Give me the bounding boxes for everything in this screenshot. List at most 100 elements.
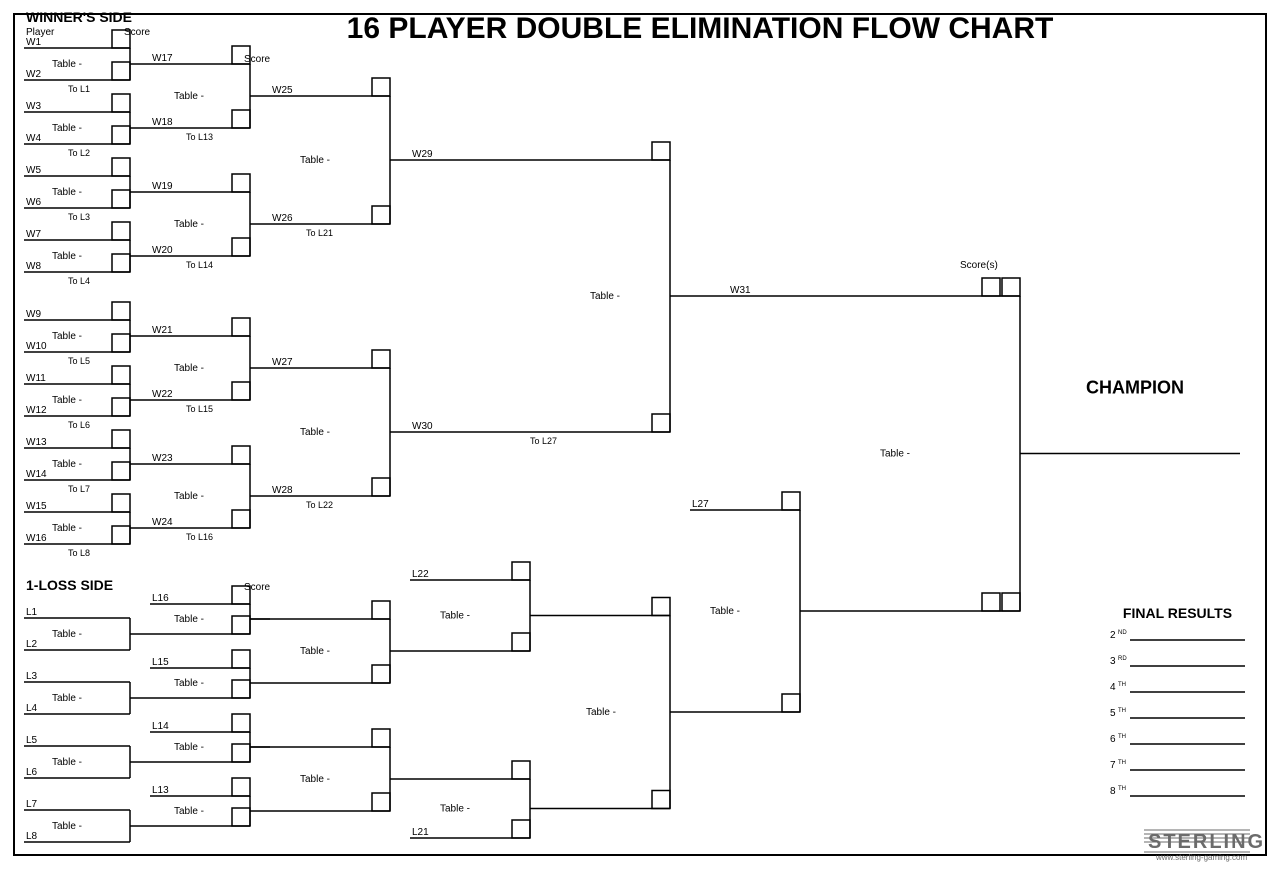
svg-text:Table -: Table - xyxy=(300,774,330,785)
svg-text:Table -: Table - xyxy=(590,291,620,302)
svg-text:Table -: Table - xyxy=(52,693,82,704)
svg-text:W15: W15 xyxy=(26,501,47,512)
svg-text:STERLING: STERLING xyxy=(1148,831,1265,853)
svg-text:CHAMPION: CHAMPION xyxy=(1086,378,1184,398)
svg-text:W31: W31 xyxy=(730,285,751,296)
svg-text:W4: W4 xyxy=(26,133,41,144)
svg-text:L7: L7 xyxy=(26,799,38,810)
svg-text:W9: W9 xyxy=(26,309,41,320)
svg-text:TH: TH xyxy=(1118,734,1126,740)
svg-text:Table -: Table - xyxy=(880,449,910,460)
svg-text:RD: RD xyxy=(1118,656,1127,662)
svg-text:W28: W28 xyxy=(272,485,293,496)
svg-text:TH: TH xyxy=(1118,708,1126,714)
svg-text:Score: Score xyxy=(124,27,151,38)
svg-text:L4: L4 xyxy=(26,703,38,714)
svg-text:W18: W18 xyxy=(152,117,173,128)
svg-text:To L2: To L2 xyxy=(68,148,90,158)
svg-text:L21: L21 xyxy=(412,827,429,838)
svg-text:L8: L8 xyxy=(26,831,38,842)
svg-text:Table -: Table - xyxy=(52,459,82,470)
svg-text:To L8: To L8 xyxy=(68,548,90,558)
svg-text:7: 7 xyxy=(1110,760,1116,771)
svg-text:Table -: Table - xyxy=(52,331,82,342)
svg-text:L5: L5 xyxy=(26,735,38,746)
svg-text:FINAL RESULTS: FINAL RESULTS xyxy=(1123,605,1232,621)
svg-text:L22: L22 xyxy=(412,569,429,580)
svg-text:www.sterling-gaming.com: www.sterling-gaming.com xyxy=(1155,853,1247,862)
svg-text:W2: W2 xyxy=(26,69,41,80)
svg-text:W23: W23 xyxy=(152,453,173,464)
svg-text:Table -: Table - xyxy=(52,187,82,198)
svg-text:Table -: Table - xyxy=(52,59,82,70)
svg-text:Table -: Table - xyxy=(440,804,470,815)
svg-text:W10: W10 xyxy=(26,341,47,352)
svg-text:TH: TH xyxy=(1118,760,1126,766)
svg-text:W21: W21 xyxy=(152,325,173,336)
svg-text:W17: W17 xyxy=(152,53,173,64)
svg-text:6: 6 xyxy=(1110,734,1116,745)
svg-text:4: 4 xyxy=(1110,682,1116,693)
svg-text:To L1: To L1 xyxy=(68,84,90,94)
svg-text:W24: W24 xyxy=(152,517,173,528)
svg-text:L2: L2 xyxy=(26,639,38,650)
svg-text:To L13: To L13 xyxy=(186,132,213,142)
svg-text:Table -: Table - xyxy=(440,611,470,622)
svg-text:Table -: Table - xyxy=(586,707,616,718)
svg-text:W6: W6 xyxy=(26,197,41,208)
svg-text:Table -: Table - xyxy=(52,757,82,768)
svg-text:L27: L27 xyxy=(692,499,709,510)
svg-text:Score: Score xyxy=(244,582,271,593)
svg-text:To L4: To L4 xyxy=(68,276,90,286)
svg-text:16 PLAYER DOUBLE ELIMINATION F: 16 PLAYER DOUBLE ELIMINATION FLOW CHART xyxy=(347,12,1054,45)
svg-text:5: 5 xyxy=(1110,708,1116,719)
svg-text:Table -: Table - xyxy=(174,742,204,753)
svg-text:1-LOSS SIDE: 1-LOSS SIDE xyxy=(26,577,113,593)
svg-text:Table -: Table - xyxy=(52,251,82,262)
svg-text:W14: W14 xyxy=(26,469,47,480)
svg-text:Table -: Table - xyxy=(710,606,740,617)
svg-text:Table -: Table - xyxy=(300,427,330,438)
svg-text:To L14: To L14 xyxy=(186,260,213,270)
svg-text:W25: W25 xyxy=(272,85,293,96)
svg-text:Table -: Table - xyxy=(52,123,82,134)
bracket-canvas: 16 PLAYER DOUBLE ELIMINATION FLOW CHART W… xyxy=(0,0,1280,869)
svg-text:W1: W1 xyxy=(26,37,41,48)
svg-text:W20: W20 xyxy=(152,245,173,256)
svg-text:L1: L1 xyxy=(26,607,38,618)
svg-text:L16: L16 xyxy=(152,593,169,604)
svg-text:Table -: Table - xyxy=(174,614,204,625)
svg-text:W7: W7 xyxy=(26,229,41,240)
svg-text:To L21: To L21 xyxy=(306,228,333,238)
svg-text:L3: L3 xyxy=(26,671,38,682)
svg-text:W8: W8 xyxy=(26,261,41,272)
svg-text:W22: W22 xyxy=(152,389,173,400)
svg-text:W30: W30 xyxy=(412,421,433,432)
svg-text:Table -: Table - xyxy=(174,219,204,230)
svg-text:L14: L14 xyxy=(152,721,169,732)
svg-text:3: 3 xyxy=(1110,656,1116,667)
svg-text:Table -: Table - xyxy=(300,646,330,657)
svg-text:To L27: To L27 xyxy=(530,436,557,446)
svg-text:Table -: Table - xyxy=(174,363,204,374)
svg-text:Table -: Table - xyxy=(52,821,82,832)
svg-text:W12: W12 xyxy=(26,405,47,416)
svg-text:Table -: Table - xyxy=(174,678,204,689)
svg-text:W13: W13 xyxy=(26,437,47,448)
svg-text:Score(s): Score(s) xyxy=(960,260,998,271)
svg-text:W26: W26 xyxy=(272,213,293,224)
svg-text:To L22: To L22 xyxy=(306,500,333,510)
svg-text:W3: W3 xyxy=(26,101,41,112)
svg-text:L6: L6 xyxy=(26,767,38,778)
svg-text:W19: W19 xyxy=(152,181,173,192)
svg-text:W16: W16 xyxy=(26,533,47,544)
svg-text:To L7: To L7 xyxy=(68,484,90,494)
svg-text:Table -: Table - xyxy=(174,806,204,817)
svg-text:W27: W27 xyxy=(272,357,293,368)
svg-text:To L3: To L3 xyxy=(68,212,90,222)
svg-text:W5: W5 xyxy=(26,165,41,176)
svg-text:W29: W29 xyxy=(412,149,433,160)
svg-text:To L15: To L15 xyxy=(186,404,213,414)
svg-text:Table -: Table - xyxy=(300,155,330,166)
svg-text:L15: L15 xyxy=(152,657,169,668)
